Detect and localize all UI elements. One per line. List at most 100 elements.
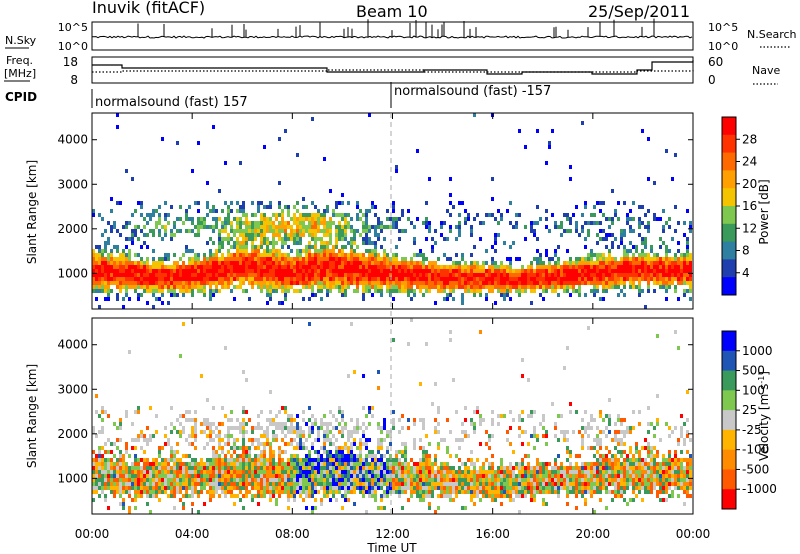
velocity-cell xyxy=(383,462,386,466)
velocity-cell xyxy=(170,494,173,498)
power-cell xyxy=(455,269,458,273)
power-cell xyxy=(338,201,341,205)
velocity-cell xyxy=(320,418,323,422)
velocity-cell xyxy=(521,374,524,378)
velocity-cell xyxy=(359,462,362,466)
velocity-cell xyxy=(503,482,506,486)
velocity-cell xyxy=(566,474,569,478)
velocity-cell xyxy=(164,466,167,470)
velocity-cell xyxy=(431,402,434,406)
power-cell xyxy=(272,245,275,249)
power-cell xyxy=(584,269,587,273)
velocity-cell xyxy=(212,494,215,498)
velocity-cell xyxy=(518,486,521,490)
power-cell xyxy=(530,225,533,229)
velocity-cell xyxy=(419,478,422,482)
power-cell xyxy=(263,285,266,289)
power-cell xyxy=(569,257,572,261)
power-cell xyxy=(356,277,359,281)
power-cell xyxy=(626,249,629,253)
power-cell xyxy=(554,265,557,269)
power-cell xyxy=(374,281,377,285)
power-cell xyxy=(311,237,314,241)
velocity-cell xyxy=(392,410,395,414)
velocity-cell xyxy=(101,490,104,494)
power-cell xyxy=(602,281,605,285)
velocity-cell xyxy=(539,482,542,486)
velocity-cell xyxy=(125,442,128,446)
power-cell xyxy=(467,273,470,277)
power-cell xyxy=(272,221,275,225)
velocity-cell xyxy=(350,322,353,326)
velocity-cell xyxy=(428,458,431,462)
power-cell xyxy=(209,293,212,297)
power-cell xyxy=(239,261,242,265)
velocity-cell xyxy=(380,474,383,478)
power-cell xyxy=(626,265,629,269)
power-cell xyxy=(185,245,188,249)
power-cell xyxy=(161,281,164,285)
velocity-cell xyxy=(281,482,284,486)
velocity-cell xyxy=(239,490,242,494)
velocity-cell xyxy=(458,490,461,494)
velocity-cell xyxy=(170,478,173,482)
velocity-cell xyxy=(305,478,308,482)
velocity-cell xyxy=(110,458,113,462)
power-cell xyxy=(341,233,344,237)
velocity-cell xyxy=(371,458,374,462)
power-cell xyxy=(242,201,245,205)
power-cell xyxy=(188,249,191,253)
velocity-cell xyxy=(206,490,209,494)
power-cell xyxy=(389,261,392,265)
power-cell xyxy=(527,273,530,277)
power-cell xyxy=(254,229,257,233)
power-cell xyxy=(377,289,380,293)
velocity-cell xyxy=(191,434,194,438)
power-cell xyxy=(638,257,641,261)
power-cell xyxy=(578,285,581,289)
power-cell xyxy=(167,265,170,269)
velocity-cell xyxy=(320,454,323,458)
velocity-cell xyxy=(260,462,263,466)
velocity-cell xyxy=(125,410,128,414)
velocity-cell xyxy=(392,486,395,490)
power-cell xyxy=(308,225,311,229)
velocity-cell xyxy=(416,482,419,486)
velocity-cell xyxy=(383,466,386,470)
velocity-cell xyxy=(575,486,578,490)
velocity-cell xyxy=(209,466,212,470)
velocity-cell xyxy=(503,474,506,478)
power-cell xyxy=(239,221,242,225)
velocity-cell xyxy=(218,434,221,438)
velocity-cell xyxy=(182,414,185,418)
velocity-cell xyxy=(212,438,215,442)
velocity-cell xyxy=(275,426,278,430)
velocity-cell xyxy=(149,462,152,466)
power-cell xyxy=(113,265,116,269)
power-cell xyxy=(236,201,239,205)
power-cell xyxy=(611,269,614,273)
velocity-cell xyxy=(440,462,443,466)
velocity-cell xyxy=(542,478,545,482)
power-cell xyxy=(623,269,626,273)
power-cell xyxy=(179,281,182,285)
power-cell xyxy=(167,221,170,225)
velocity-cell xyxy=(401,462,404,466)
velocity-cell xyxy=(137,482,140,486)
velocity-cell xyxy=(383,490,386,494)
velocity-cell xyxy=(407,426,410,430)
velocity-cell xyxy=(497,470,500,474)
power-cell xyxy=(125,225,128,229)
power-cell xyxy=(101,257,104,261)
power-cell xyxy=(482,269,485,273)
power-cell xyxy=(125,257,128,261)
power-cell xyxy=(158,217,161,221)
power-cell xyxy=(458,265,461,269)
power-cell xyxy=(449,285,452,289)
power-cell xyxy=(107,265,110,269)
velocity-cell xyxy=(194,446,197,450)
velocity-cell xyxy=(524,490,527,494)
power-cell xyxy=(362,221,365,225)
power-cell xyxy=(407,269,410,273)
power-cell xyxy=(449,257,452,261)
